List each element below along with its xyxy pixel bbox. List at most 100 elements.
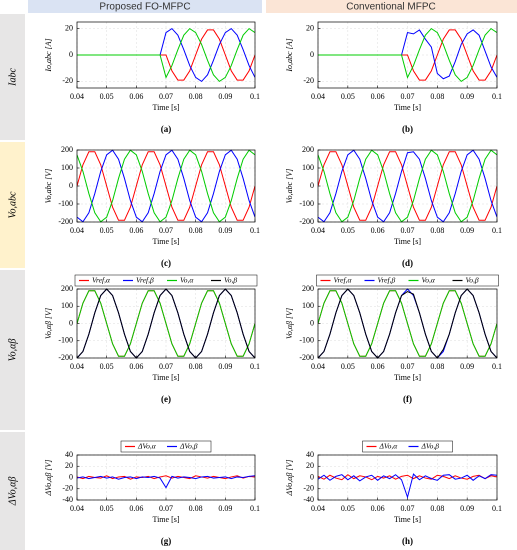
x-tick-label: 0.05 [341,504,355,513]
y-axis-label: Io,abc [A] [285,38,294,72]
legend-box [316,274,499,287]
y-tick-label: -40 [303,495,314,504]
plot-frame [317,454,498,501]
x-tick-label: 0.1 [250,362,260,371]
x-tick-label: 0.06 [129,362,143,371]
x-tick-label: 0.04 [311,362,325,371]
x-tick-label: 0.04 [311,226,325,235]
x-tick-label: 0.05 [100,504,114,513]
series-line [77,149,255,223]
legend-box [74,274,258,287]
series-line [77,149,255,223]
x-tick-label: 0.04 [311,504,325,513]
y-tick-label: -200 [58,353,73,362]
series-line [318,290,497,357]
column-header: Proposed FO-MFPC [99,2,190,13]
x-tick-label: 0.1 [492,362,502,371]
x-tick-label: 0.05 [341,362,355,371]
legend-label: Vo,α [422,276,436,285]
x-tick-label: 0.06 [371,92,385,101]
row-strip [0,432,25,550]
x-tick-label: 0.08 [430,504,444,513]
header-bg [28,0,262,13]
y-tick-label: 0 [69,472,73,481]
legend-label: Vref,α [92,276,111,285]
plot-frame [76,21,256,89]
legend-label: Vo,β [466,276,479,285]
x-tick-label: 0.07 [159,504,173,513]
y-tick-label: 200 [61,145,73,154]
y-tick-label: 0 [310,181,314,190]
x-tick-label: 0.1 [250,92,260,101]
x-tick-label: 0.08 [189,504,203,513]
legend-label: ΔVo,α [137,442,157,451]
x-tick-label: 0.07 [401,504,415,513]
y-tick-label: -200 [299,353,314,362]
panel-label: (e) [161,394,171,404]
plot: 0.04 0.05 0.06 0.07 0.08 0.09 0.1 -200 -100 0 100 2… [285,274,502,404]
series-line [318,149,497,223]
y-tick-label: 0 [69,50,73,59]
row-label: Vo,abc [7,191,18,219]
x-tick-label: 0.09 [460,504,474,513]
plot-frame [76,288,256,359]
x-tick-label: 0.1 [250,504,260,513]
x-axis-label: Time [s] [394,373,421,382]
x-tick-label: 0.04 [70,92,84,101]
y-axis-label: Io,abc [A] [44,38,53,72]
series-line [77,151,255,221]
y-tick-label: -200 [299,217,314,226]
x-tick-label: 0.05 [100,226,114,235]
x-tick-label: 0.04 [70,362,84,371]
x-tick-label: 0.09 [460,362,474,371]
y-axis-label: ΔVo,αβ [V] [44,460,53,497]
column-header: Conventional MFPC [346,2,435,13]
x-tick-label: 0.04 [311,92,325,101]
y-tick-label: 0 [310,472,314,481]
x-tick-label: 0.08 [430,226,444,235]
x-tick-label: 0.07 [159,226,173,235]
plot: 0.04 0.05 0.06 0.07 0.08 0.09 0.1 -200 -100 0 100 2… [285,145,502,268]
x-tick-label: 0.07 [159,362,173,371]
x-tick-label: 0.1 [492,504,502,513]
x-axis-label: Time [s] [394,237,421,246]
series-line [318,473,497,499]
plot-frame [76,454,256,501]
x-tick-label: 0.09 [218,92,232,101]
row-label: ΔVo,αβ [7,477,18,507]
series-line [77,475,255,489]
y-tick-label: -100 [58,199,73,208]
legend-label: ΔVo,β [179,442,198,451]
plot: 0.04 0.05 0.06 0.07 0.08 0.09 0.1 -40 -20 0 20 40 ΔV… [44,440,260,546]
row-strip [0,270,25,430]
y-tick-label: -20 [62,484,73,493]
x-tick-label: 0.05 [100,92,114,101]
y-axis-label: Vo,αβ [V] [285,308,294,339]
y-tick-label: -100 [299,199,314,208]
x-tick-label: 0.07 [159,92,173,101]
legend-label: Vo,β [224,276,237,285]
x-tick-label: 0.05 [100,362,114,371]
plot: 0.04 0.05 0.06 0.07 0.08 0.09 0.1 -200 -100 0 100 2… [44,145,260,268]
y-tick-label: 0 [310,318,314,327]
x-axis-label: Time [s] [152,373,179,382]
legend-box [120,440,212,453]
x-tick-label: 0.04 [70,504,84,513]
y-tick-label: -100 [299,336,314,345]
y-axis-label: ΔVo,αβ [V] [285,460,294,497]
series-line [77,27,255,83]
y-tick-label: 100 [61,301,73,310]
plot-frame [317,288,498,359]
x-tick-label: 0.07 [401,226,415,235]
x-tick-label: 0.08 [189,362,203,371]
y-tick-label: 20 [306,461,314,470]
x-tick-label: 0.07 [401,92,415,101]
y-tick-label: 100 [302,163,314,172]
y-tick-label: 20 [306,23,314,32]
panel-label: (c) [161,258,171,268]
legend-label: Vref,β [136,276,154,285]
x-tick-label: 0.08 [189,92,203,101]
header-bg [266,0,517,13]
x-tick-label: 0.09 [218,226,232,235]
x-axis-label: Time [s] [152,103,179,112]
